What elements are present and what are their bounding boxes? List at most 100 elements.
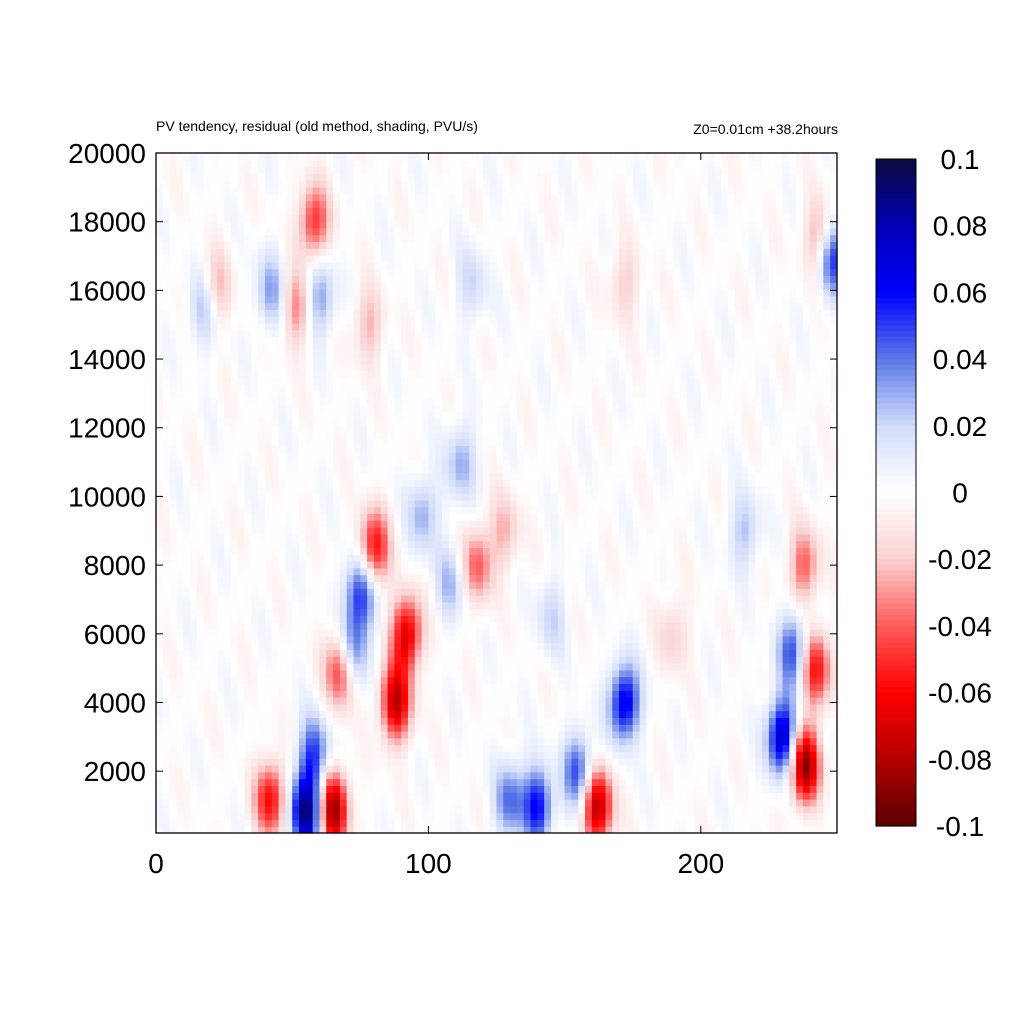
heatmap-cell bbox=[693, 683, 702, 691]
heatmap-cell bbox=[196, 581, 205, 589]
heatmap-cell bbox=[530, 608, 538, 616]
heatmap-cell bbox=[230, 574, 239, 582]
heatmap-cell bbox=[319, 622, 327, 630]
heatmap-cell bbox=[367, 513, 375, 521]
heatmap-cell bbox=[217, 635, 225, 644]
heatmap-cell bbox=[646, 697, 654, 705]
heatmap-cell bbox=[258, 642, 266, 650]
heatmap-cell bbox=[673, 533, 681, 542]
heatmap-cell bbox=[646, 771, 654, 780]
heatmap-cell bbox=[176, 574, 184, 582]
heatmap-cell bbox=[428, 731, 436, 739]
heatmap-cell bbox=[299, 819, 307, 827]
heatmap-cell bbox=[428, 683, 436, 691]
heatmap-cell bbox=[741, 744, 750, 752]
heatmap-cell bbox=[407, 731, 416, 739]
heatmap-cell bbox=[680, 785, 688, 793]
heatmap-cell bbox=[482, 771, 491, 780]
heatmap-cell bbox=[823, 751, 831, 759]
heatmap-cell bbox=[687, 595, 695, 603]
heatmap-cell bbox=[414, 799, 423, 807]
heatmap-cell bbox=[489, 758, 498, 766]
heatmap-cell bbox=[605, 601, 613, 610]
heatmap-cell bbox=[639, 635, 647, 644]
heatmap-cell bbox=[632, 683, 641, 691]
heatmap-cell bbox=[428, 703, 436, 712]
heatmap-cell bbox=[537, 805, 545, 814]
heatmap-cell bbox=[455, 608, 464, 616]
heatmap-cell bbox=[360, 812, 368, 820]
heatmap-cell bbox=[591, 731, 600, 739]
heatmap-cell bbox=[346, 656, 355, 664]
heatmap-cell bbox=[305, 799, 314, 807]
heatmap-cell bbox=[428, 608, 436, 616]
heatmap-cell bbox=[775, 683, 784, 691]
heatmap-cell bbox=[367, 567, 375, 576]
heatmap-cell bbox=[707, 744, 716, 752]
heatmap-cell bbox=[816, 792, 824, 800]
heatmap-cell bbox=[823, 615, 831, 623]
heatmap-cell bbox=[203, 751, 212, 759]
heatmap-cell bbox=[619, 561, 627, 569]
heatmap-cell bbox=[768, 703, 777, 712]
heatmap-cell bbox=[782, 758, 790, 766]
heatmap-cell bbox=[407, 588, 416, 596]
heatmap-cell bbox=[823, 513, 831, 521]
heatmap-cell bbox=[557, 785, 566, 793]
heatmap-cell bbox=[557, 499, 566, 508]
heatmap-cell bbox=[271, 765, 280, 773]
heatmap-cell bbox=[639, 499, 647, 508]
heatmap-cell bbox=[516, 792, 525, 800]
heatmap-cell bbox=[550, 527, 559, 535]
heatmap-cell bbox=[755, 758, 763, 766]
heatmap-cell bbox=[271, 717, 280, 725]
heatmap-cell bbox=[489, 622, 498, 630]
heatmap-cell bbox=[312, 622, 321, 630]
heatmap-cell bbox=[258, 520, 266, 528]
heatmap-cell bbox=[312, 690, 321, 698]
heatmap-cell bbox=[680, 499, 688, 508]
heatmap-cell bbox=[564, 771, 573, 780]
heatmap-cell bbox=[605, 744, 613, 752]
heatmap-cell bbox=[530, 819, 538, 827]
heatmap-cell bbox=[782, 683, 790, 691]
heatmap-cell bbox=[591, 826, 600, 834]
heatmap-cell bbox=[510, 574, 518, 582]
heatmap-cell bbox=[768, 493, 777, 501]
heatmap-cell bbox=[823, 601, 831, 610]
heatmap-cell bbox=[523, 635, 532, 644]
heatmap-cell bbox=[278, 533, 286, 542]
heatmap-cell bbox=[653, 554, 661, 562]
heatmap-cell bbox=[680, 656, 688, 664]
heatmap-cell bbox=[816, 520, 824, 528]
heatmap-cell bbox=[285, 826, 293, 834]
heatmap-cell bbox=[816, 669, 824, 678]
heatmap-cell bbox=[816, 588, 824, 596]
heatmap-cell bbox=[360, 792, 368, 800]
heatmap-cell bbox=[816, 554, 824, 562]
heatmap-cell bbox=[156, 506, 164, 514]
heatmap-cell bbox=[748, 663, 756, 671]
heatmap-cell bbox=[830, 744, 838, 752]
heatmap-cell bbox=[734, 540, 743, 548]
heatmap-cell bbox=[346, 690, 355, 698]
heatmap-cell bbox=[264, 533, 273, 542]
heatmap-cell bbox=[162, 683, 171, 691]
heatmap-cell bbox=[176, 533, 184, 542]
heatmap-cell bbox=[312, 588, 321, 596]
heatmap-cell bbox=[728, 819, 736, 827]
heatmap-cell bbox=[789, 588, 797, 596]
heatmap-cell bbox=[333, 683, 341, 691]
heatmap-cell bbox=[816, 499, 824, 508]
heatmap-cell bbox=[653, 533, 661, 542]
heatmap-cell bbox=[312, 601, 321, 610]
heatmap-cell bbox=[401, 717, 409, 725]
heatmap-cell bbox=[700, 554, 709, 562]
heatmap-cell bbox=[244, 588, 252, 596]
heatmap-cell bbox=[755, 717, 763, 725]
heatmap-cell bbox=[292, 567, 300, 576]
heatmap-cell bbox=[503, 574, 511, 582]
heatmap-cell bbox=[448, 649, 457, 657]
heatmap-cell bbox=[482, 710, 491, 718]
heatmap-cell bbox=[612, 669, 620, 678]
